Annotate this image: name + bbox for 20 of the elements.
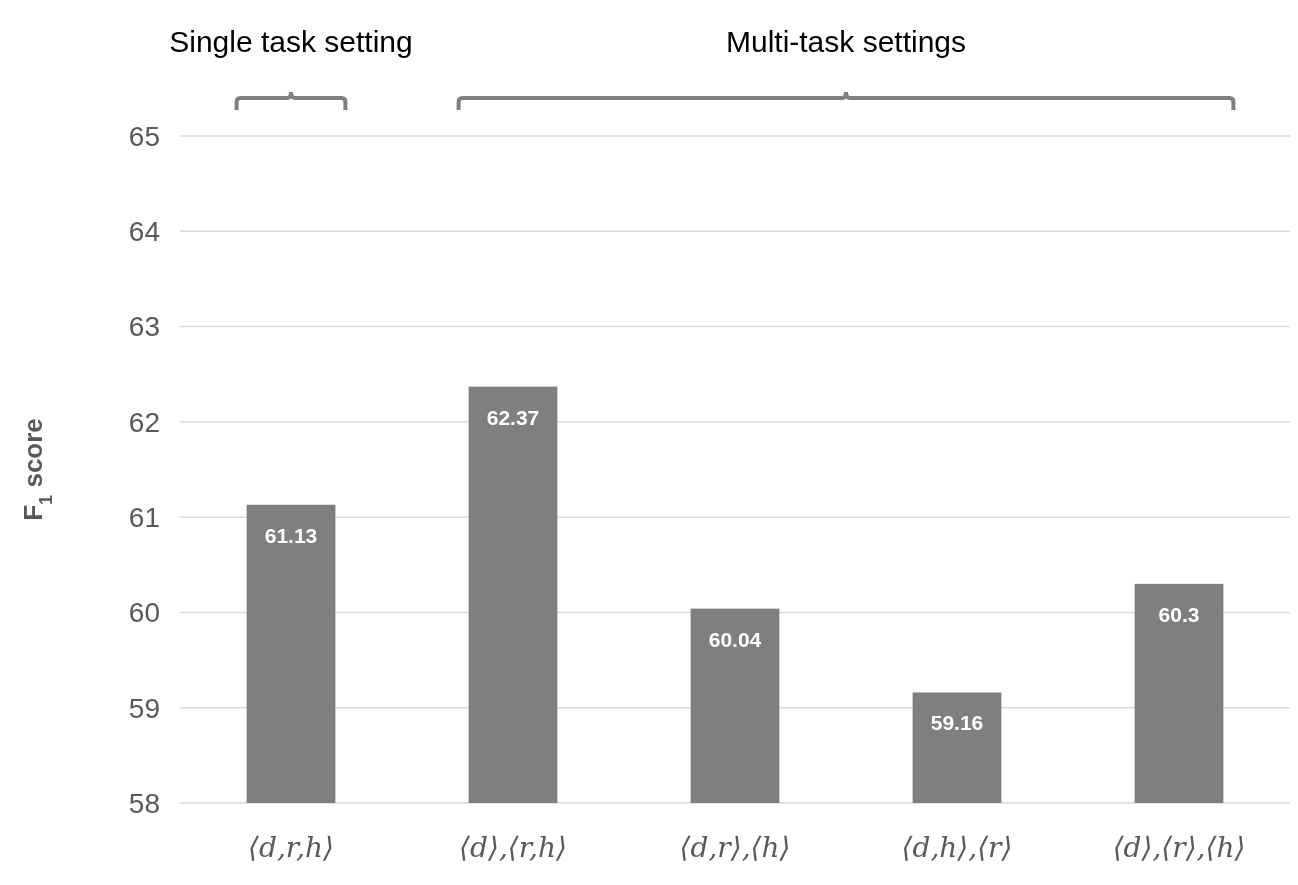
text: Single task setting <box>169 25 413 58</box>
y-tick-label: 60 <box>128 597 160 629</box>
data-label: 60.3 <box>1158 602 1200 626</box>
x-tick-label: ⟨d⟩,⟨r⟩,⟨h⟩ <box>1112 831 1246 864</box>
y-tick-label: 62 <box>128 406 160 438</box>
data-label: 59.16 <box>930 711 984 735</box>
data-label: 62.37 <box>486 405 540 429</box>
data-label: 61.13 <box>264 523 318 547</box>
y-tick-label: 63 <box>128 311 160 343</box>
y-tick-label: 65 <box>128 120 160 152</box>
y-tick-label: 64 <box>128 216 160 248</box>
text: Multi-task settings <box>725 25 967 58</box>
data-label: 60.04 <box>708 627 762 651</box>
x-tick-label: ⟨d⟩,⟨r,h⟩ <box>459 831 567 864</box>
y-tick-label: 59 <box>128 692 160 724</box>
x-tick-label: ⟨d,r,h⟩ <box>248 831 334 864</box>
x-tick-label: ⟨d,r⟩,⟨h⟩ <box>679 831 791 864</box>
y-tick-label: 58 <box>128 787 160 819</box>
x-tick-label: ⟨d,h⟩,⟨r⟩ <box>901 831 1013 864</box>
y-tick-label: 61 <box>128 501 160 533</box>
